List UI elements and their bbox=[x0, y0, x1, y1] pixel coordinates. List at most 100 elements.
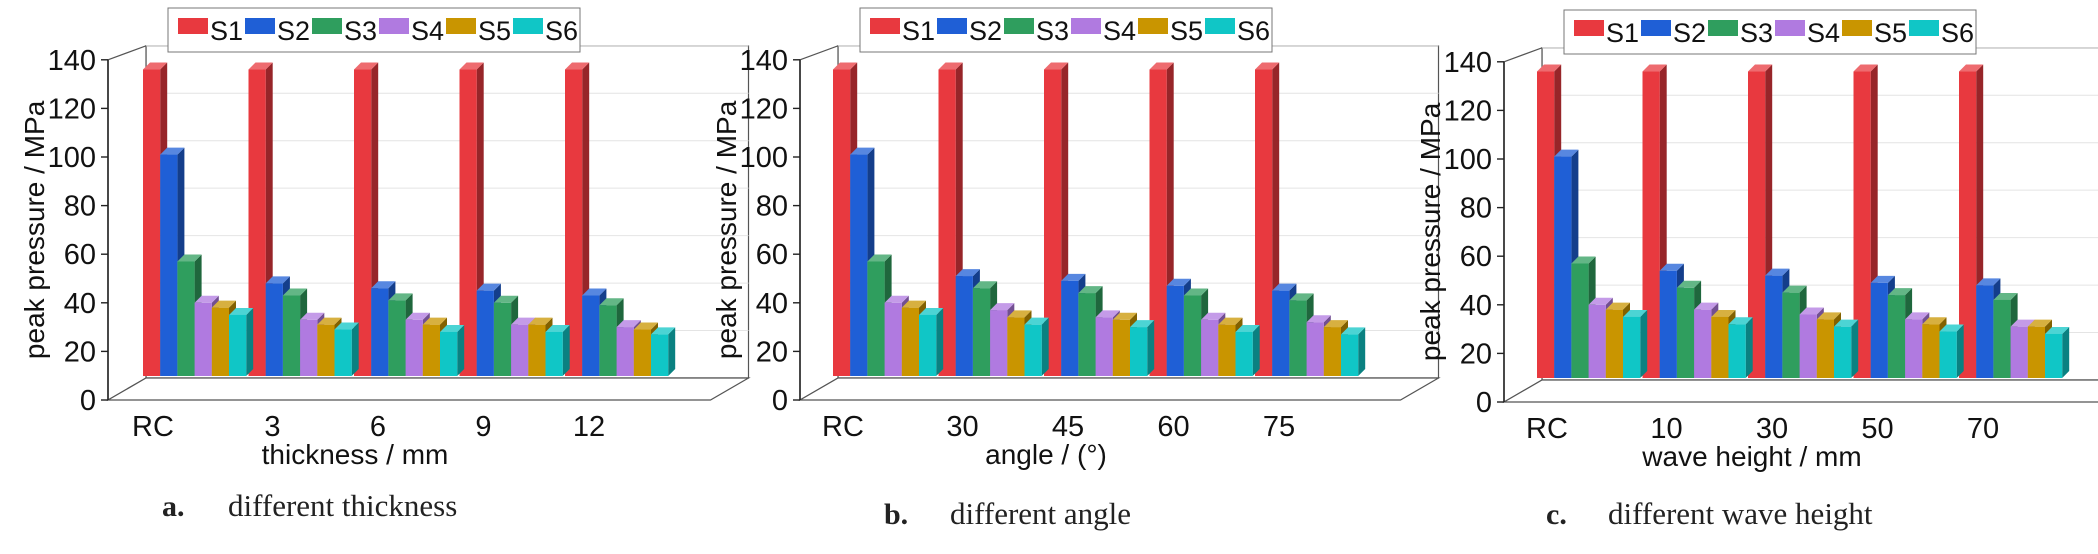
y-tick-label: 80 bbox=[64, 191, 96, 223]
bar-S6-RC bbox=[229, 307, 254, 376]
legend-swatch bbox=[178, 18, 208, 34]
bar-front bbox=[1078, 293, 1096, 376]
bar-top bbox=[1112, 312, 1137, 320]
bar-front bbox=[1588, 304, 1606, 378]
y-tick-label: 100 bbox=[1444, 144, 1492, 176]
bar-side bbox=[1956, 324, 1964, 378]
bar-top bbox=[1095, 310, 1120, 318]
legend-label: S1 bbox=[1606, 18, 1639, 48]
bar-front bbox=[582, 295, 600, 376]
x-tick-label: 9 bbox=[475, 411, 491, 443]
y-tick-label: 140 bbox=[48, 45, 96, 77]
bar-front bbox=[1711, 316, 1729, 378]
bar-top bbox=[990, 303, 1015, 311]
legend-label: S6 bbox=[545, 16, 578, 46]
bar-front bbox=[919, 314, 937, 376]
legend-swatch bbox=[245, 18, 275, 34]
legend-box bbox=[859, 7, 1273, 53]
bar-top bbox=[1959, 64, 1984, 72]
bar-front bbox=[1765, 275, 1783, 378]
legend-swatch bbox=[1071, 18, 1101, 34]
bar-top bbox=[2027, 319, 2052, 327]
bar-front bbox=[565, 69, 583, 377]
legend-swatch bbox=[446, 18, 476, 34]
bar-top bbox=[651, 327, 676, 335]
legend-label: S4 bbox=[1103, 16, 1136, 46]
bar-front bbox=[248, 69, 266, 377]
bar-S6-75 bbox=[1341, 327, 1366, 376]
legend-swatch bbox=[513, 18, 543, 34]
bar-top bbox=[1166, 278, 1191, 286]
y-tick-label: 20 bbox=[1460, 338, 1492, 370]
bar-front bbox=[1149, 69, 1167, 377]
bar-top bbox=[422, 317, 447, 325]
bar-side bbox=[2062, 326, 2070, 378]
bar-S6-9 bbox=[545, 324, 570, 376]
x-axis-label: wave height / mm bbox=[1641, 441, 1861, 472]
y-tick-label: 120 bbox=[48, 93, 96, 125]
bar-front bbox=[1061, 280, 1079, 376]
x-tick-label: 6 bbox=[370, 411, 386, 443]
bar-front bbox=[1853, 71, 1871, 379]
bar-front bbox=[1694, 309, 1712, 378]
bar-top bbox=[1044, 62, 1069, 70]
bar-top bbox=[633, 322, 658, 330]
bar-front bbox=[1816, 319, 1834, 378]
bar-top bbox=[493, 295, 519, 303]
bar-top bbox=[1537, 64, 1562, 72]
bar-top bbox=[1078, 286, 1103, 294]
bar-top bbox=[1183, 288, 1209, 296]
bar-top bbox=[901, 300, 926, 308]
bar-top bbox=[1870, 275, 1895, 283]
bar-front bbox=[1887, 295, 1906, 378]
bar-side bbox=[1041, 317, 1049, 376]
bar-side bbox=[246, 307, 254, 376]
bar-front bbox=[1905, 319, 1923, 378]
bar-top bbox=[1922, 317, 1947, 325]
bar-top bbox=[1799, 307, 1824, 315]
caption-text: different angle bbox=[950, 496, 1131, 531]
bar-S6-30 bbox=[1834, 319, 1859, 378]
legend-label: S6 bbox=[1941, 18, 1974, 48]
bar-front bbox=[1782, 292, 1800, 378]
bar-top bbox=[919, 307, 944, 315]
bar-front bbox=[388, 300, 406, 376]
bar-side bbox=[1851, 319, 1859, 378]
y-tick-label: 120 bbox=[1444, 95, 1492, 127]
bar-S6-6 bbox=[440, 324, 465, 376]
bar-top bbox=[160, 147, 185, 155]
bar-side bbox=[1358, 327, 1366, 376]
bar-top bbox=[248, 62, 273, 70]
bar-front bbox=[1728, 324, 1746, 378]
bar-top bbox=[1728, 317, 1753, 325]
y-tick-label: 140 bbox=[1444, 47, 1492, 79]
y-tick-label: 80 bbox=[1460, 193, 1492, 225]
bar-top bbox=[1642, 64, 1667, 72]
bar-front bbox=[545, 331, 563, 376]
bar-front bbox=[1870, 282, 1888, 378]
bar-top bbox=[354, 62, 379, 70]
x-tick-label: 3 bbox=[264, 411, 280, 443]
bar-front bbox=[1341, 334, 1359, 376]
bar-front bbox=[1289, 300, 1307, 376]
bar-S6-60 bbox=[1235, 324, 1260, 376]
x-tick-label: 30 bbox=[1756, 413, 1788, 445]
bar-S6-10 bbox=[1728, 317, 1753, 378]
bar-top bbox=[528, 317, 553, 325]
bar-top bbox=[1711, 309, 1736, 317]
caption-letter: a. bbox=[162, 490, 185, 523]
bar-top bbox=[334, 322, 359, 330]
bar-front bbox=[1272, 290, 1290, 376]
bar-top bbox=[440, 324, 465, 332]
bar-top bbox=[1235, 324, 1260, 332]
legend-swatch bbox=[312, 18, 342, 34]
y-axis-label: peak pressure / MPa bbox=[1415, 102, 1446, 361]
bar-front bbox=[211, 307, 229, 376]
bar-top bbox=[282, 288, 308, 296]
legend-label: S2 bbox=[969, 16, 1002, 46]
bar-top bbox=[545, 324, 570, 332]
bar-front bbox=[1095, 317, 1113, 376]
bar-front bbox=[229, 314, 247, 376]
bar-front bbox=[1939, 331, 1957, 378]
legend-label: S6 bbox=[1237, 16, 1270, 46]
